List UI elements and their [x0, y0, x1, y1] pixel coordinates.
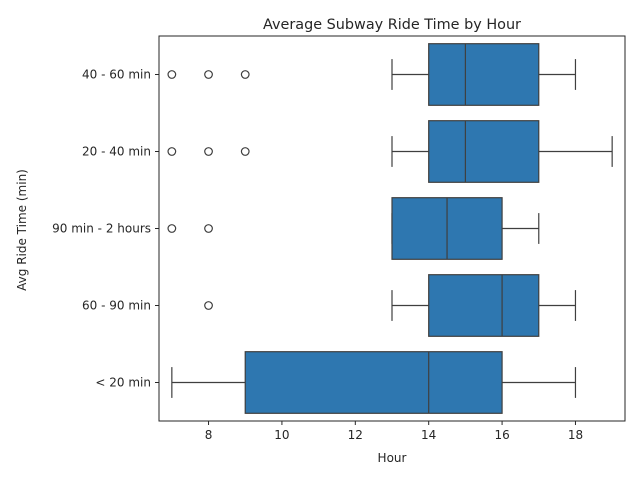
- x-tick-label: 18: [568, 428, 583, 442]
- outlier-point: [240, 147, 250, 156]
- chart-title: Average Subway Ride Time by Hour: [263, 17, 521, 33]
- x-tick-label: 12: [348, 428, 363, 442]
- y-tick-label: 20 - 40 min: [82, 145, 151, 159]
- x-tick-label: 16: [494, 428, 509, 442]
- iqr-box: [244, 351, 503, 414]
- axes-frame: [158, 35, 626, 422]
- iqr-box: [428, 120, 540, 183]
- outlier-point: [167, 224, 177, 233]
- outlier-point: [204, 301, 213, 310]
- outlier-point: [204, 147, 213, 156]
- y-tick-label: 90 min - 2 hours: [52, 222, 151, 236]
- outlier-point: [204, 70, 213, 79]
- x-axis-label: Hour: [378, 451, 407, 465]
- iqr-box: [428, 43, 540, 106]
- outlier-point: [167, 70, 177, 79]
- x-tick-label: 10: [274, 428, 289, 442]
- outlier-point: [240, 70, 250, 79]
- y-tick-label: 40 - 60 min: [82, 68, 151, 82]
- x-tick-label: 14: [421, 428, 436, 442]
- outlier-point: [167, 147, 177, 156]
- iqr-box: [428, 274, 540, 337]
- plot-area: 8 10 12 14 16 18 40 - 60 min 20 - 40 min 90 min …: [52, 43, 613, 442]
- outlier-point: [204, 224, 213, 233]
- y-tick-label: 60 - 90 min: [82, 299, 151, 313]
- y-axis-label: Avg Ride Time (min): [15, 169, 29, 291]
- x-tick-label: 8: [205, 428, 213, 442]
- y-tick-label: < 20 min: [95, 376, 151, 390]
